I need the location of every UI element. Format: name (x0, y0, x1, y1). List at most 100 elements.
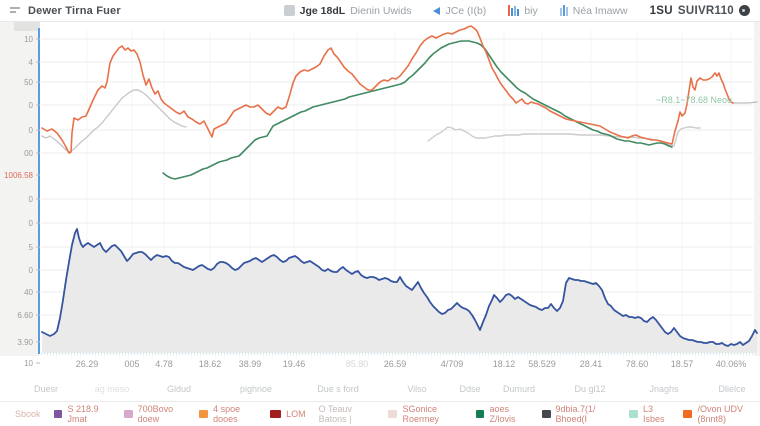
legend-item[interactable]: /Ovon UDV (8nnt8) (683, 404, 760, 424)
legend-prefix: Sbook (15, 409, 41, 419)
multi-bars-icon (508, 5, 520, 16)
x-tick-label: 4/709 (440, 359, 464, 369)
x-category-label: ag meso (94, 384, 130, 394)
x-tick-label: 005 (124, 359, 140, 369)
legend-swatch-icon (270, 410, 282, 418)
legend-item-label: O Teauv Batons | (318, 404, 352, 424)
legend-items: S 218.9 Jmat 700Bovo doew 4 spoe dooes LOM O… (53, 404, 760, 424)
legend-item-label: LOM (286, 409, 306, 419)
legend-item-label: 9dbia.7(1/ Bhoed(I (555, 404, 596, 424)
nav-item-series-label: Dienin Uwids (350, 4, 412, 17)
legend-item-label: SGonice Roermey (402, 404, 439, 424)
legend-swatch-icon (683, 410, 693, 418)
x-tick-label: 18.62 (198, 359, 222, 369)
legend: Sbook S 218.9 Jmat 700Bovo doew 4 spoe doo… (0, 401, 760, 426)
nav-item-columns-label: Néa Imaww (572, 4, 628, 17)
header: Dewer Tirna Fuer Jge 18dL Dienin Uwids J… (0, 0, 760, 22)
y-tick-label: 10 (24, 35, 33, 44)
x-tick-label: 40.06% (715, 359, 747, 369)
x-tick-label: 28.41 (579, 359, 603, 369)
nav-item-bars[interactable]: biy (508, 4, 538, 17)
legend-swatch-icon (123, 410, 133, 418)
x-axis-categories: Duesr ag meso Gldud pighnoe Due s ford Vilso D… (0, 384, 760, 398)
nav-item-columns[interactable]: Néa Imaww (559, 4, 628, 17)
y-axis-gutter (0, 22, 40, 356)
x-category-label: Vilso (407, 384, 427, 394)
x-tick-label: 19.46 (282, 359, 306, 369)
menu-icon[interactable] (10, 6, 21, 15)
x-tick-label: 26.29 (75, 359, 99, 369)
y-tick-label: 0 (28, 101, 33, 110)
legend-item-label: 4 spoe dooes (213, 404, 241, 424)
legend-item[interactable]: 4 spoe dooes (199, 404, 257, 424)
x-category-label: Jnaghs (649, 384, 679, 394)
x-category-label: Gldud (166, 384, 192, 394)
legend-item-label: L3 Isbes (642, 404, 665, 424)
nav-item-play[interactable]: JCe (I(b) (433, 5, 486, 17)
x-category-label: Dumurd (502, 384, 536, 394)
y-tick-label: 0 (28, 219, 33, 228)
legend-item-label: S 218.9 Jmat (67, 404, 99, 424)
x-category-label: Dlielce (718, 384, 746, 394)
chart-annotation: ~R8.1~78.68 Neou (656, 95, 733, 105)
x-tick-label: 85.80 (345, 359, 369, 369)
legend-swatch-icon (53, 410, 63, 418)
legend-swatch-icon (199, 410, 209, 418)
legend-item-label: /Ovon UDV (8nnt8) (697, 404, 743, 424)
x-category-label: Duesr (33, 384, 59, 394)
y-tick-label: 5 (28, 243, 33, 252)
legend-item[interactable]: L3 Isbes (629, 404, 670, 424)
y-tick-label: 00 (24, 149, 33, 158)
brand-label: 1SU SUIVR110 (650, 5, 750, 17)
x-tick-label: 38.99 (238, 359, 262, 369)
nav-item-play-label: JCe (I(b) (445, 4, 487, 17)
triangle-left-icon (433, 6, 441, 15)
y-tick-label: 0 (28, 266, 33, 275)
gray-square-icon (283, 5, 295, 16)
x-category-label: pighnoe (239, 384, 273, 394)
x-tick-label: 4.78 (155, 359, 173, 369)
page-title: Dewer Tirna Fuer (28, 4, 121, 17)
x-tick-label: 18.12 (492, 359, 516, 369)
y-tick-label: 1006.58 (4, 171, 33, 180)
legend-item[interactable]: O Teauv Batons | (319, 404, 376, 424)
y-tick-label: 0 (28, 126, 33, 135)
x-category-label: Du gl12 (574, 384, 606, 394)
legend-item[interactable]: 700Bovo doew (123, 404, 187, 424)
mini-panel[interactable] (14, 22, 40, 31)
legend-swatch-icon (541, 410, 551, 418)
legend-swatch-icon (388, 410, 398, 418)
badge-circle-icon[interactable] (739, 5, 750, 16)
y-axis-labels: 10 4 50 0 0 00 1006.58 0 0 5 0 40 6.60 3.90 10 (0, 0, 34, 426)
y-tick-label: 0 (28, 195, 33, 204)
legend-item[interactable]: SGonice Roermey (388, 404, 462, 424)
nav-item-series[interactable]: Jge 18dL Dienin Uwids (283, 4, 412, 17)
x-tick-label: 58.529 (528, 359, 556, 369)
blue-bars-icon (559, 5, 568, 16)
legend-swatch-icon (475, 410, 485, 418)
x-axis-values: 26.29 005 4.78 18.62 38.99 19.46 85.80 26.59 4/7… (0, 359, 760, 373)
brand-rest: SUIVR110 (677, 4, 734, 17)
x-category-label: Due s ford (317, 384, 359, 394)
x-tick-label: 26.59 (383, 359, 407, 369)
header-nav: Jge 18dL Dienin Uwids JCe (I(b) biy Néa … (283, 4, 750, 17)
y-tick-label: 6.60 (17, 311, 33, 320)
legend-item[interactable]: LOM (270, 409, 306, 419)
header-left: Dewer Tirna Fuer (10, 5, 121, 17)
nav-item-bars-label: biy (524, 4, 538, 17)
y-tick-label: 40 (24, 288, 33, 297)
legend-item[interactable]: aoes Z/lovis (475, 404, 529, 424)
y-tick-label: 10 (24, 359, 33, 368)
x-category-label: Ddse (459, 384, 481, 394)
x-tick-label: 18.57 (670, 359, 694, 369)
legend-item-label: 700Bovo doew (137, 404, 174, 424)
y-tick-label: 50 (24, 78, 33, 87)
legend-swatch-icon (629, 410, 638, 418)
legend-item-label: aoes Z/lovis (489, 404, 516, 424)
brand-strong: 1SU (649, 4, 673, 17)
legend-item[interactable]: S 218.9 Jmat (53, 404, 111, 424)
y-tick-label: 4 (28, 58, 33, 67)
right-gutter (754, 22, 760, 356)
legend-item[interactable]: 9dbia.7(1/ Bhoed(I (541, 404, 617, 424)
